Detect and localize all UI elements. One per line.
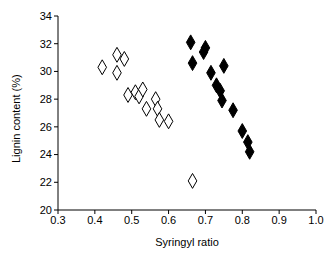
- svg-text:20: 20: [40, 204, 52, 216]
- svg-text:28: 28: [40, 93, 52, 105]
- svg-text:Syringyl ratio: Syringyl ratio: [155, 236, 219, 248]
- svg-text:0.6: 0.6: [161, 214, 176, 226]
- svg-text:22: 22: [40, 176, 52, 188]
- svg-text:24: 24: [40, 148, 52, 160]
- svg-text:0.4: 0.4: [87, 214, 102, 226]
- svg-text:30: 30: [40, 65, 52, 77]
- svg-text:Lignin content (%): Lignin content (%): [10, 74, 22, 163]
- svg-text:34: 34: [40, 10, 52, 22]
- svg-text:0.8: 0.8: [235, 214, 250, 226]
- svg-text:0.7: 0.7: [198, 214, 213, 226]
- svg-text:0.3: 0.3: [50, 214, 65, 226]
- svg-text:26: 26: [40, 121, 52, 133]
- svg-text:32: 32: [40, 38, 52, 50]
- svg-text:1.0: 1.0: [308, 214, 323, 226]
- svg-text:0.9: 0.9: [271, 214, 286, 226]
- svg-text:0.5: 0.5: [124, 214, 139, 226]
